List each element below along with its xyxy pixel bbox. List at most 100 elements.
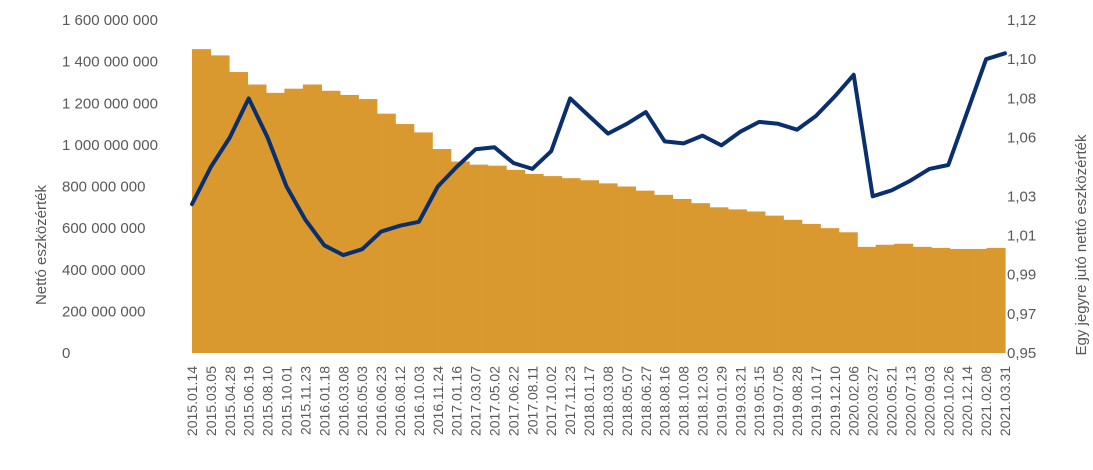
line-point <box>569 97 571 100</box>
y-left-tick-label: 200 000 000 <box>62 303 145 320</box>
y-right-tick-label: 1,03 <box>1007 188 1036 205</box>
x-tick-label: 2019.01.29 <box>713 366 729 436</box>
y-right-tick-label: 1,08 <box>1007 90 1036 107</box>
area-bar <box>469 164 489 353</box>
right-axis-ticks: 0,95 0,97 0,99 1,01 1,03 1,06 1,08 1,10 1,12 <box>1007 12 1036 362</box>
line-point <box>436 185 439 188</box>
line-point <box>871 195 874 198</box>
area-bar <box>284 88 304 354</box>
area-bar <box>727 209 747 353</box>
line-point <box>947 164 950 166</box>
y-right-tick-label: 1,12 <box>1007 12 1036 29</box>
x-tick-label: 2018.03.08 <box>600 366 616 436</box>
line-point <box>626 123 628 125</box>
x-tick-label: 2016.01.18 <box>316 366 332 436</box>
y-right-tick-label: 0,99 <box>1007 267 1036 284</box>
area-bar <box>580 180 600 353</box>
x-tick-label: 2020.07.13 <box>903 366 919 436</box>
area-bar <box>949 248 969 353</box>
x-tick-label: 2017.01.16 <box>449 366 465 436</box>
area-bar <box>228 72 249 353</box>
area-bar <box>302 84 322 354</box>
x-tick-label: 2015.04.28 <box>222 366 238 436</box>
area-bar <box>210 55 230 353</box>
x-tick-label: 2018.05.07 <box>619 366 635 436</box>
area-bar <box>339 94 359 354</box>
y-axis-left-label: Nettó eszközérték <box>33 184 50 305</box>
area-bar <box>801 223 821 353</box>
x-tick-label: 2016.05.03 <box>354 366 370 436</box>
area-bar <box>192 49 212 353</box>
y-left-tick-label: 1 600 000 000 <box>62 12 158 29</box>
x-tick-label: 2015.11.23 <box>297 366 313 435</box>
line-point <box>834 95 836 98</box>
x-tick-label: 2018.08.16 <box>657 366 673 436</box>
area-bar <box>358 99 378 354</box>
area-bar <box>487 165 507 353</box>
line-point <box>852 74 855 76</box>
line-point <box>985 58 987 60</box>
line-point <box>531 168 534 170</box>
area-bar <box>561 178 581 353</box>
x-tick-label: 2016.08.12 <box>392 366 408 436</box>
x-tick-label: 2020.10.26 <box>940 366 956 436</box>
x-tick-label: 2019.12.10 <box>827 366 843 436</box>
line-point <box>418 220 420 223</box>
area-bar <box>875 244 895 353</box>
area-bar <box>265 92 285 353</box>
area-bar <box>635 190 655 353</box>
x-tick-label: 2020.09.03 <box>921 366 937 436</box>
line-point <box>890 189 893 192</box>
line-point <box>777 123 779 125</box>
area-bar <box>857 246 877 353</box>
line-point <box>323 244 326 247</box>
x-tick-label: 2017.11.23 <box>562 366 578 435</box>
x-tick-label: 2020.02.06 <box>846 366 862 436</box>
x-tick-label: 2018.01.17 <box>581 366 597 436</box>
line-point <box>663 140 666 143</box>
line-point <box>304 219 307 221</box>
area-bar <box>764 215 784 353</box>
line-point <box>928 168 931 170</box>
area-bar <box>376 113 396 353</box>
area-bar <box>931 247 951 353</box>
line-point <box>474 148 477 151</box>
x-tick-label: 2018.12.03 <box>695 366 711 436</box>
area-bar <box>783 219 803 353</box>
line-point <box>815 115 817 117</box>
x-tick-label: 2018.10.08 <box>676 366 692 436</box>
line-point <box>739 130 742 133</box>
line-point <box>247 97 250 100</box>
area-bar <box>820 228 840 353</box>
x-tick-label: 2021.02.08 <box>978 366 994 436</box>
line-point <box>550 150 553 153</box>
area-bar <box>450 161 470 353</box>
net-asset-area <box>192 49 1006 354</box>
x-tick-label: 2017.05.02 <box>487 366 503 436</box>
area-bar <box>543 176 563 353</box>
area-bar <box>968 248 988 353</box>
y-left-tick-label: 1 400 000 000 <box>62 54 158 71</box>
area-bar <box>321 90 341 353</box>
area-bar <box>653 194 674 353</box>
area-bar <box>247 84 267 354</box>
line-point <box>493 146 496 149</box>
x-tick-label: 2016.11.24 <box>430 366 446 435</box>
nav-per-unit-line <box>190 51 1007 258</box>
x-tick-label: 2015.06.19 <box>241 366 257 436</box>
x-tick-label: 2015.08.10 <box>260 366 276 436</box>
x-tick-label: 2017.03.07 <box>468 366 484 436</box>
y-left-tick-label: 600 000 000 <box>62 220 145 237</box>
x-tick-label: 2019.08.28 <box>789 366 805 436</box>
x-tick-label: 2017.06.22 <box>505 366 521 436</box>
x-tick-label: 2017.10.02 <box>543 366 559 436</box>
line-point <box>266 136 269 139</box>
y-left-tick-label: 1 000 000 000 <box>62 137 158 154</box>
line-point <box>361 248 363 250</box>
y-left-tick-label: 800 000 000 <box>62 179 145 196</box>
line-point <box>588 115 590 117</box>
line-point <box>644 111 647 113</box>
line-point <box>758 121 761 123</box>
line-point <box>966 111 968 113</box>
